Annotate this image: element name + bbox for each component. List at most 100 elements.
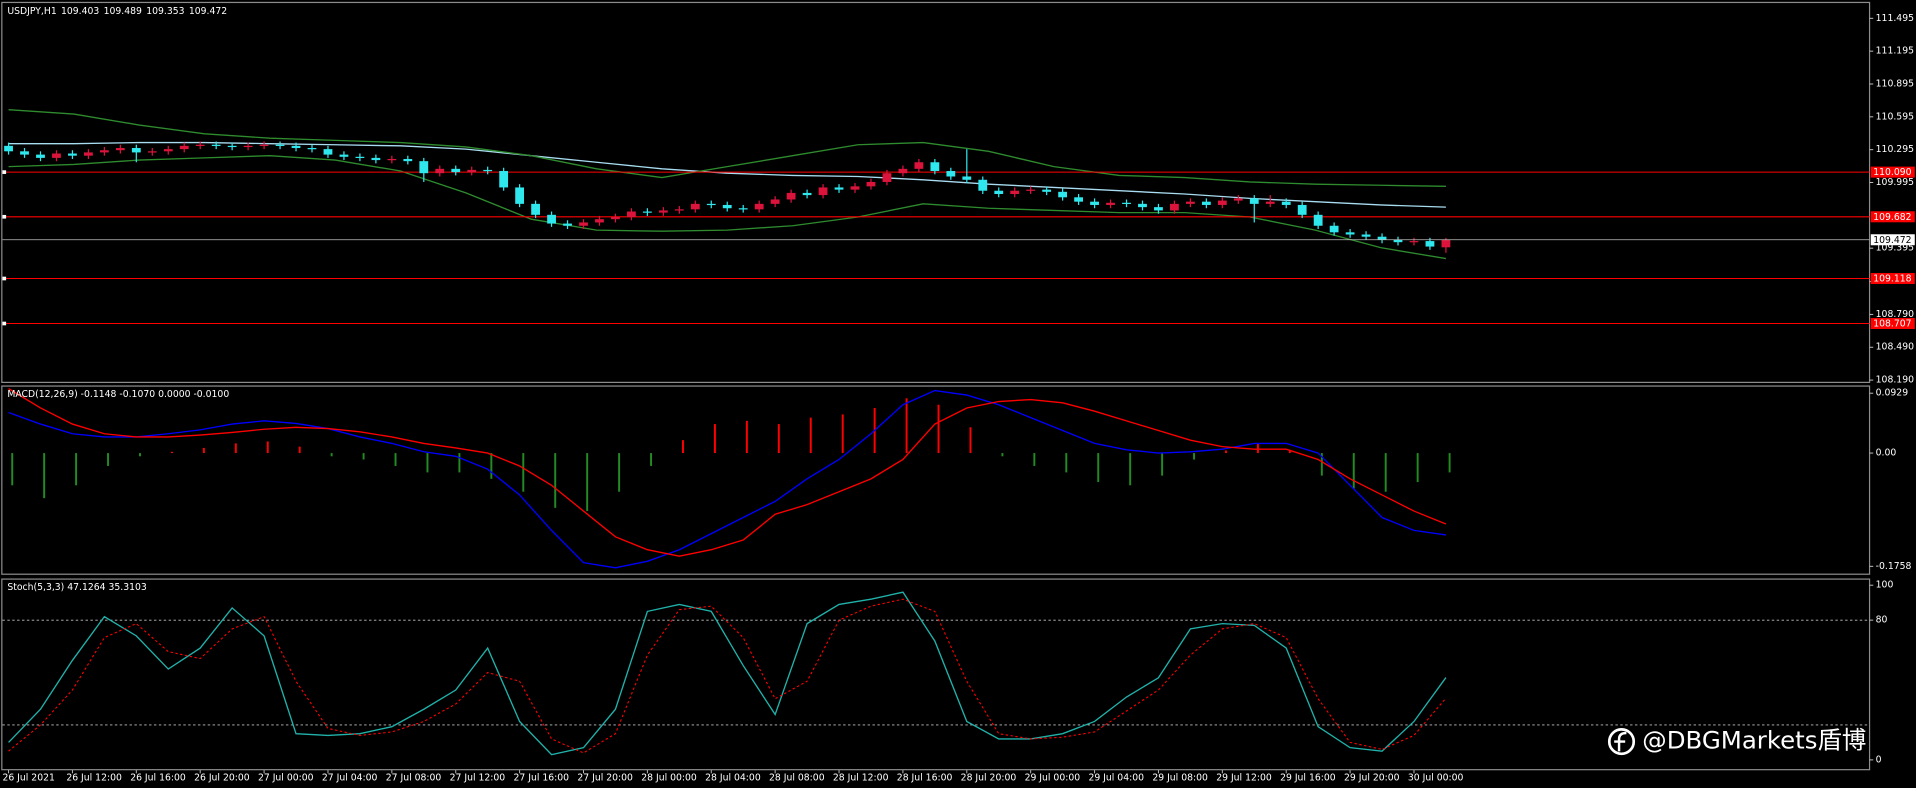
- level-label-box: [1870, 211, 1915, 223]
- candle-body: [243, 145, 253, 148]
- y-tick-label: 110.895: [1876, 78, 1914, 89]
- x-tick-label: 28 Jul 00:00: [641, 773, 697, 784]
- candle-body: [339, 154, 349, 157]
- candle-body: [323, 149, 333, 155]
- panel-title: MACD(12,26,9) -0.1148 -0.1070 0.0000 -0.…: [7, 389, 229, 400]
- candle-body: [930, 162, 940, 172]
- candle-body: [435, 168, 445, 174]
- y-tick-label: 0.0929: [1876, 388, 1909, 399]
- candle-body: [211, 144, 221, 146]
- candle-body: [786, 192, 796, 200]
- x-tick-label: 26 Jul 2021: [2, 773, 55, 784]
- x-tick-label: 27 Jul 16:00: [514, 773, 570, 784]
- candle-body: [1329, 225, 1339, 233]
- candle-body: [946, 171, 956, 177]
- candle-body: [978, 179, 988, 191]
- candle-body: [84, 152, 93, 156]
- y-tick-label: 0: [1876, 754, 1882, 765]
- x-tick-label: 28 Jul 16:00: [897, 773, 953, 784]
- candle-body: [690, 203, 700, 210]
- candle-body: [1074, 197, 1083, 202]
- candle-body: [355, 156, 365, 159]
- candle-body: [403, 158, 413, 162]
- current-price-box: [1870, 234, 1915, 246]
- candle-body: [1425, 241, 1435, 247]
- candle-body: [1217, 200, 1227, 205]
- indicator-line: [8, 109, 1446, 188]
- y-tick-label: 109.395: [1876, 243, 1914, 254]
- candle-body: [1122, 202, 1131, 204]
- candle-body: [611, 216, 620, 220]
- candle-body: [451, 168, 461, 173]
- watermark-icon: [1607, 728, 1636, 756]
- y-tick-label: 108.190: [1876, 375, 1914, 386]
- level-label: 109.118: [1873, 274, 1911, 285]
- candle-body: [962, 176, 972, 180]
- panel-border: [1, 578, 1871, 771]
- level-marker: [2, 170, 7, 174]
- candle-body: [387, 158, 397, 161]
- x-tick-label: 27 Jul 20:00: [577, 773, 633, 784]
- x-tick-label: 29 Jul 04:00: [1088, 773, 1144, 784]
- level-marker: [2, 321, 7, 326]
- y-tick-label: 108.490: [1876, 342, 1914, 353]
- candle-body: [1361, 234, 1371, 237]
- ohlc-value: 109.472: [189, 5, 227, 16]
- ohlc-value: 109.489: [104, 5, 142, 16]
- candle-body: [882, 173, 892, 182]
- y-tick-label: 108.790: [1876, 309, 1914, 320]
- candle-body: [818, 187, 828, 196]
- candle-body: [259, 144, 269, 146]
- candle-body: [1265, 201, 1275, 204]
- candle-body: [499, 171, 509, 188]
- current-price-label: 109.472: [1873, 235, 1911, 246]
- x-tick-label: 27 Jul 12:00: [450, 773, 506, 784]
- level-label-box: [1870, 318, 1915, 329]
- candle-body: [291, 145, 301, 149]
- candle-body: [227, 145, 237, 148]
- x-tick-label: 27 Jul 08:00: [386, 773, 442, 784]
- candle-body: [131, 148, 141, 153]
- candle-body: [994, 190, 1004, 195]
- x-tick-label: 28 Jul 04:00: [705, 773, 761, 784]
- indicator-line: [8, 591, 1447, 756]
- x-tick-label: 29 Jul 16:00: [1280, 773, 1336, 784]
- indicator-line: [8, 598, 1447, 754]
- x-tick-label: 30 Jul 00:00: [1408, 773, 1464, 784]
- level-label: 109.682: [1873, 212, 1911, 223]
- candle-body: [68, 153, 77, 156]
- indicator-line: [8, 389, 1447, 569]
- candle-body: [115, 148, 125, 151]
- candle-body: [1441, 239, 1451, 248]
- candle-body: [579, 222, 588, 226]
- candle-body: [20, 151, 29, 155]
- candle-body: [467, 169, 477, 173]
- candle-body: [914, 162, 924, 169]
- x-tick-label: 26 Jul 20:00: [194, 773, 250, 784]
- candle-body: [1393, 239, 1403, 243]
- x-tick-label: 26 Jul 16:00: [130, 773, 186, 784]
- candle-body: [195, 144, 205, 146]
- candle-body: [722, 204, 732, 209]
- candle-body: [307, 148, 317, 150]
- candle-body: [1377, 236, 1387, 240]
- panel-border: [1, 385, 1871, 575]
- x-tick-label: 29 Jul 00:00: [1025, 773, 1081, 784]
- candle-body: [483, 169, 493, 172]
- x-tick-label: 29 Jul 08:00: [1152, 773, 1208, 784]
- candle-body: [371, 157, 381, 161]
- y-tick-label: 110.295: [1876, 144, 1914, 155]
- y-tick-label: 110.595: [1876, 111, 1914, 122]
- candle-body: [1170, 203, 1179, 211]
- x-tick-label: 28 Jul 08:00: [769, 773, 825, 784]
- y-tick-label: -0.1758: [1876, 561, 1912, 572]
- level-label: 110.090: [1873, 167, 1911, 178]
- candle-body: [547, 214, 556, 224]
- candle-body: [1058, 191, 1068, 198]
- candle-body: [275, 144, 285, 146]
- level-marker: [2, 276, 7, 281]
- candle-body: [627, 211, 636, 217]
- candle-body: [179, 145, 189, 150]
- indicator-line: [8, 155, 1447, 260]
